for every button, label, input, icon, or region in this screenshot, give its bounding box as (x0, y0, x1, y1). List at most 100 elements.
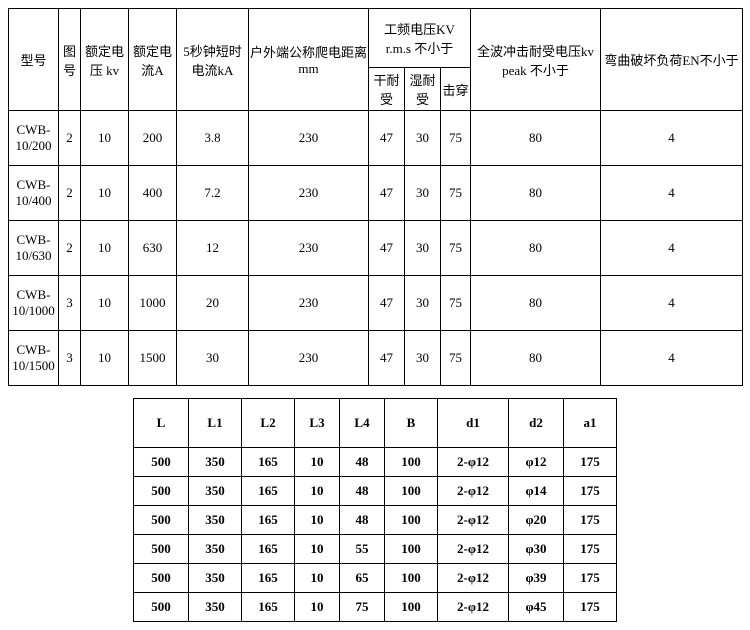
dim-cell: 10 (295, 506, 340, 535)
th-rateda: 额定电流A (129, 9, 177, 111)
dim-row: 50035016510651002-φ12φ39175 (134, 564, 617, 593)
cell-model: CWB-10/400 (9, 166, 59, 221)
cell-model: CWB-10/200 (9, 111, 59, 166)
cell-creep: 230 (249, 166, 369, 221)
dim-cell: 2-φ12 (438, 564, 509, 593)
dim-cell: 165 (242, 564, 295, 593)
cell-pun: 75 (441, 221, 471, 276)
dim-cell: φ45 (509, 593, 564, 622)
cell-dry: 47 (369, 111, 405, 166)
dim-cell: 2-φ12 (438, 448, 509, 477)
cell-wet: 30 (405, 331, 441, 386)
cell-pun: 75 (441, 331, 471, 386)
cell-pun: 75 (441, 111, 471, 166)
dim-cell: 175 (564, 506, 617, 535)
dim-cell: 350 (189, 448, 242, 477)
cell-dry: 47 (369, 331, 405, 386)
dim-cell: 100 (385, 593, 438, 622)
dim-cell: 10 (295, 593, 340, 622)
table-row: CWB-10/2002102003.8230473075804 (9, 111, 743, 166)
cell-fig: 2 (59, 221, 81, 276)
cell-dry: 47 (369, 166, 405, 221)
cell-creep: 230 (249, 331, 369, 386)
dim-th-L3: L3 (295, 399, 340, 448)
cell-creep: 230 (249, 276, 369, 331)
cell-imp: 80 (471, 111, 601, 166)
dim-cell: 500 (134, 477, 189, 506)
cell-dry: 47 (369, 276, 405, 331)
dim-cell: 55 (340, 535, 385, 564)
dim-th-d2: d2 (509, 399, 564, 448)
cell-ka: 30 (177, 331, 249, 386)
cell-a: 400 (129, 166, 177, 221)
cell-bend: 4 (601, 221, 743, 276)
dim-cell: 350 (189, 593, 242, 622)
cell-a: 200 (129, 111, 177, 166)
dim-row: 50035016510481002-φ12φ12175 (134, 448, 617, 477)
dim-cell: 175 (564, 535, 617, 564)
dim-cell: 165 (242, 477, 295, 506)
cell-model: CWB-10/1500 (9, 331, 59, 386)
cell-wet: 30 (405, 111, 441, 166)
cell-a: 1000 (129, 276, 177, 331)
th-pun: 击穿 (441, 68, 471, 111)
cell-wet: 30 (405, 276, 441, 331)
dim-cell: φ12 (509, 448, 564, 477)
cell-fig: 3 (59, 276, 81, 331)
table-row: CWB-10/1500310150030230473075804 (9, 331, 743, 386)
dim-th-a1: a1 (564, 399, 617, 448)
dim-cell: φ14 (509, 477, 564, 506)
dim-th-L: L (134, 399, 189, 448)
cell-ka: 20 (177, 276, 249, 331)
dim-cell: 48 (340, 448, 385, 477)
cell-ka: 3.8 (177, 111, 249, 166)
dim-cell: 65 (340, 564, 385, 593)
cell-ka: 12 (177, 221, 249, 276)
table-row: CWB-10/1000310100020230473075804 (9, 276, 743, 331)
dim-cell: 165 (242, 506, 295, 535)
cell-dry: 47 (369, 221, 405, 276)
cell-imp: 80 (471, 276, 601, 331)
dim-cell: 75 (340, 593, 385, 622)
cell-wet: 30 (405, 166, 441, 221)
table-row: CWB-10/63021063012230473075804 (9, 221, 743, 276)
dim-cell: φ39 (509, 564, 564, 593)
dim-cell: 500 (134, 535, 189, 564)
cell-pun: 75 (441, 166, 471, 221)
cell-bend: 4 (601, 166, 743, 221)
dim-cell: 175 (564, 448, 617, 477)
dim-cell: 2-φ12 (438, 506, 509, 535)
dim-row: 50035016510481002-φ12φ14175 (134, 477, 617, 506)
dim-cell: 10 (295, 477, 340, 506)
cell-model: CWB-10/1000 (9, 276, 59, 331)
dim-row: 50035016510481002-φ12φ20175 (134, 506, 617, 535)
dim-cell: 175 (564, 564, 617, 593)
cell-kv: 10 (81, 276, 129, 331)
th-dry: 干耐受 (369, 68, 405, 111)
dim-th-L4: L4 (340, 399, 385, 448)
dim-cell: 48 (340, 506, 385, 535)
cell-bend: 4 (601, 111, 743, 166)
cell-imp: 80 (471, 221, 601, 276)
cell-bend: 4 (601, 331, 743, 386)
dim-cell: 100 (385, 448, 438, 477)
dim-cell: 100 (385, 564, 438, 593)
dim-cell: 10 (295, 564, 340, 593)
dimension-table: LL1L2L3L4Bd1d2a1 50035016510481002-φ12φ1… (133, 398, 617, 622)
dim-cell: 10 (295, 448, 340, 477)
cell-fig: 3 (59, 331, 81, 386)
table-row: CWB-10/4002104007.2230473075804 (9, 166, 743, 221)
cell-a: 630 (129, 221, 177, 276)
cell-creep: 230 (249, 111, 369, 166)
dim-cell: 175 (564, 477, 617, 506)
cell-fig: 2 (59, 166, 81, 221)
dim-cell: 350 (189, 506, 242, 535)
cell-ka: 7.2 (177, 166, 249, 221)
cell-bend: 4 (601, 276, 743, 331)
dim-cell: 2-φ12 (438, 477, 509, 506)
dim-cell: 100 (385, 506, 438, 535)
dim-cell: 100 (385, 535, 438, 564)
cell-imp: 80 (471, 166, 601, 221)
dim-cell: 500 (134, 448, 189, 477)
th-wet: 湿耐受 (405, 68, 441, 111)
